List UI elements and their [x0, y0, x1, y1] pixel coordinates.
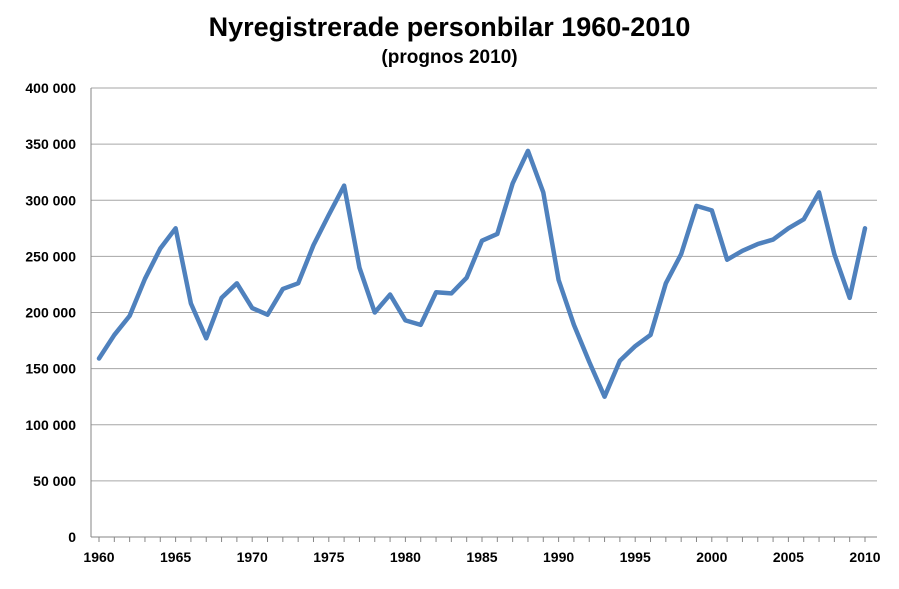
x-tick-label: 1990 [543, 549, 574, 565]
y-tick-label: 100 000 [25, 417, 76, 433]
x-tick-label: 2000 [696, 549, 727, 565]
y-tick-label: 400 000 [25, 80, 76, 96]
x-tick-label: 1975 [313, 549, 344, 565]
x-tick-label: 2010 [849, 549, 880, 565]
y-tick-label: 50 000 [33, 473, 76, 489]
x-tick-label: 1960 [83, 549, 114, 565]
chart-subtitle: (prognos 2010) [381, 47, 518, 68]
series-line [96, 148, 868, 399]
x-tick-label: 1965 [160, 549, 191, 565]
y-tick-label: 150 000 [25, 361, 76, 377]
x-tick-label: 1985 [466, 549, 497, 565]
y-tick-label: 250 000 [25, 248, 76, 264]
chart-title: Nyregistrerade personbilar 1960-2010 [208, 12, 691, 42]
x-tick-label: 1980 [390, 549, 421, 565]
y-tick-label: 350 000 [25, 136, 76, 152]
y-tick-label: 0 [68, 529, 76, 545]
x-tick-label: 2005 [773, 549, 804, 565]
x-tick-label: 1995 [620, 549, 651, 565]
x-tick-label: 1970 [237, 549, 268, 565]
y-tick-label: 200 000 [25, 305, 76, 321]
y-tick-label: 300 000 [25, 192, 76, 208]
